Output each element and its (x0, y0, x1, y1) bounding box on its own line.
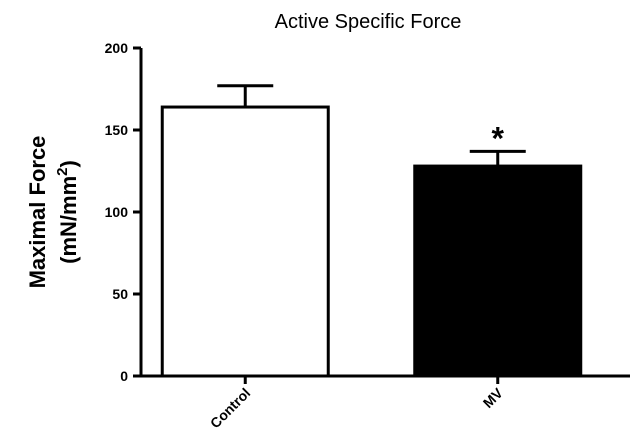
bar-control (160, 105, 330, 378)
x-tick-label-control: Control (207, 385, 254, 432)
bars (160, 105, 583, 378)
bar-mv (413, 164, 583, 378)
y-ticks: 0 50 100 150 200 (105, 40, 141, 384)
annotations: * (492, 120, 505, 156)
y-tick-label: 100 (105, 204, 129, 220)
y-tick-label: 150 (105, 122, 129, 138)
chart-title: Active Specific Force (275, 11, 462, 33)
y-axis-label-line1: Maximal Force (25, 136, 50, 289)
x-tick-label-mv: MV (480, 384, 507, 411)
y-axis-label: Maximal Force (mN/mm2) (25, 136, 81, 289)
significance-marker: * (492, 120, 505, 156)
y-axis-label-line2: (mN/mm2) (54, 160, 81, 264)
error-bars (217, 84, 526, 167)
y-tick-label: 200 (105, 40, 129, 56)
x-ticks: Control MV (207, 376, 506, 431)
y-tick-label: 0 (120, 368, 128, 384)
y-tick-label: 50 (112, 286, 128, 302)
